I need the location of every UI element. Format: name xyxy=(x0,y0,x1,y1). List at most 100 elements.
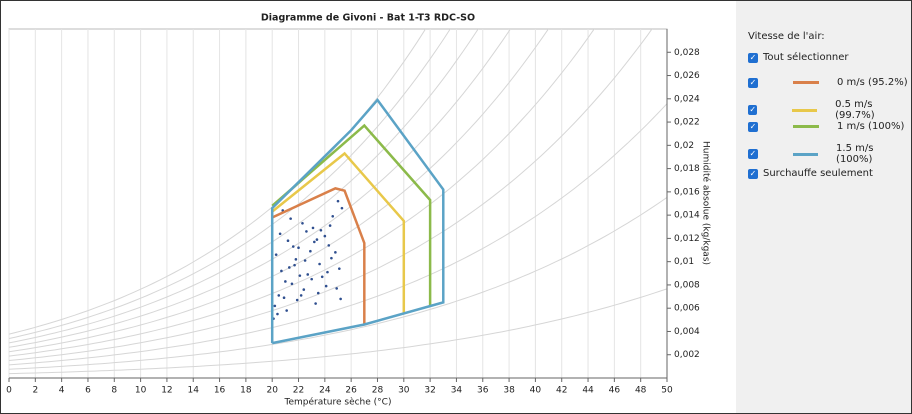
data-point xyxy=(339,297,342,301)
x-tick-label: 18 xyxy=(240,386,252,396)
overheat-only[interactable]: ✓ Surchauffe seulement xyxy=(748,168,873,179)
checkbox[interactable]: ✓ xyxy=(748,121,758,132)
data-point xyxy=(340,206,344,210)
y-tick-label: 0,002 xyxy=(674,350,700,360)
data-point xyxy=(302,288,306,291)
select-all-label: Tout sélectionner xyxy=(763,52,849,63)
data-point xyxy=(299,294,303,297)
humidity-curve xyxy=(9,29,653,361)
data-point xyxy=(293,263,296,267)
data-point xyxy=(320,275,324,279)
select-all[interactable]: ✓ Tout sélectionner xyxy=(748,52,849,63)
data-point xyxy=(282,296,286,300)
x-tick-label: 42 xyxy=(556,386,567,396)
checkbox[interactable]: ✓ xyxy=(748,168,758,179)
data-point xyxy=(310,277,313,281)
legend-swatch xyxy=(792,108,818,112)
checkbox[interactable]: ✓ xyxy=(748,149,758,159)
x-tick-label: 48 xyxy=(635,386,647,396)
x-tick-label: 0 xyxy=(6,386,12,396)
legend-swatch xyxy=(792,152,819,156)
humidity-curve xyxy=(9,196,667,370)
legend-entry[interactable]: ✓ 1 m/s (100%) xyxy=(748,121,904,132)
humidity-curve xyxy=(9,29,451,339)
data-point xyxy=(278,232,282,236)
x-tick-label: 14 xyxy=(188,386,200,396)
y-tick-label: 0,004 xyxy=(674,327,700,337)
data-point xyxy=(334,251,337,254)
y-tick-label: 0,01 xyxy=(674,257,694,267)
x-tick-label: 34 xyxy=(451,386,463,396)
data-point xyxy=(276,312,279,316)
checkbox[interactable]: ✓ xyxy=(748,52,758,63)
humidity-curve xyxy=(9,29,595,357)
x-tick-label: 50 xyxy=(661,386,673,396)
chart: Diagramme de Givoni - Bat 1-T3 RDC-SO Te… xyxy=(6,13,711,408)
legend-label: 1.5 m/s (100%) xyxy=(836,143,874,165)
y-tick-label: 0,008 xyxy=(674,280,700,290)
data-point xyxy=(289,217,292,220)
y-tick-label: 0,02 xyxy=(674,141,694,151)
data-point xyxy=(306,273,310,276)
y-tick-label: 0,016 xyxy=(674,187,700,197)
x-tick-label: 30 xyxy=(398,386,410,396)
humidity-curve xyxy=(9,103,667,366)
data-point xyxy=(335,287,338,290)
x-tick-label: 32 xyxy=(424,386,435,396)
data-point xyxy=(331,214,335,218)
checkbox[interactable]: ✓ xyxy=(748,77,758,88)
legend-entry[interactable]: ✓ 0 m/s (95.2%) xyxy=(748,77,908,88)
y-tick-label: 0,012 xyxy=(674,234,700,244)
data-point xyxy=(323,234,327,238)
legend-entry[interactable]: ✓ 0.5 m/s (99.7%) xyxy=(748,99,911,121)
x-tick-label: 12 xyxy=(161,386,172,396)
data-point xyxy=(273,304,277,308)
zone-line xyxy=(271,187,366,325)
x-tick-label: 22 xyxy=(293,386,304,396)
x-tick-label: 26 xyxy=(345,386,357,396)
x-tick-label: 36 xyxy=(477,386,489,396)
data-point xyxy=(328,224,332,227)
data-point xyxy=(298,274,302,277)
legend-label: 1 m/s (100%) xyxy=(837,121,905,132)
checkbox[interactable]: ✓ xyxy=(748,105,758,115)
x-tick-label: 4 xyxy=(59,386,65,396)
data-point xyxy=(291,245,295,248)
data-point xyxy=(290,282,294,286)
x-tick-label: 10 xyxy=(135,386,147,396)
data-point xyxy=(280,269,283,273)
legend-label: 0.5 m/s (99.7%) xyxy=(835,99,875,121)
y-tick-label: 0,014 xyxy=(674,211,700,221)
x-tick-label: 28 xyxy=(372,386,384,396)
y-tick-label: 0,026 xyxy=(674,71,700,81)
data-point xyxy=(324,284,328,288)
overheat-label: Surchauffe seulement xyxy=(763,168,873,179)
y-tick-label: 0,022 xyxy=(674,118,700,128)
legend-panel: Vitesse de l'air: ✓ Tout sélectionner ✓ 0 … xyxy=(736,1,911,413)
data-point xyxy=(294,258,298,261)
data-point xyxy=(284,280,287,283)
y-tick-label: 0,024 xyxy=(674,94,700,104)
data-point xyxy=(274,253,278,256)
data-point xyxy=(286,239,290,243)
zone-line xyxy=(271,123,432,308)
data-point xyxy=(315,238,319,241)
y-tick-label: 0,018 xyxy=(674,164,700,174)
legend-entry[interactable]: ✓ 1.5 m/s (100%) xyxy=(748,143,911,165)
x-axis-label: Température sèche (°C) xyxy=(284,397,392,408)
data-point xyxy=(327,244,331,247)
data-point xyxy=(318,262,321,266)
data-point xyxy=(288,266,291,269)
data-point xyxy=(338,267,341,270)
zone-line xyxy=(270,97,445,345)
data-point xyxy=(330,256,333,260)
y-tick-label: 0,028 xyxy=(674,48,700,58)
data-point xyxy=(326,270,329,274)
legend-swatch xyxy=(793,125,819,128)
data-point xyxy=(303,259,307,262)
x-tick-label: 46 xyxy=(609,386,621,396)
legend-label: 0 m/s (95.2%) xyxy=(837,77,908,88)
data-point xyxy=(314,302,317,305)
data-point xyxy=(295,298,299,302)
